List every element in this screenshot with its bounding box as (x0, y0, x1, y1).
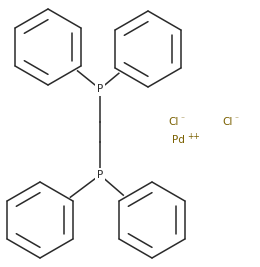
Text: Cl: Cl (168, 117, 178, 127)
Text: Pd: Pd (172, 135, 185, 145)
Text: ++: ++ (187, 132, 200, 141)
Text: ⁻: ⁻ (180, 114, 184, 123)
Text: ⁻: ⁻ (234, 114, 238, 123)
Text: P: P (97, 170, 103, 180)
Text: Cl: Cl (222, 117, 232, 127)
Text: P: P (97, 84, 103, 94)
